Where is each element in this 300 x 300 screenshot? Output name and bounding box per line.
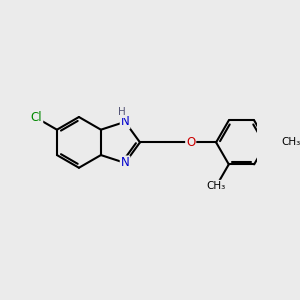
Text: N: N xyxy=(121,156,129,170)
Text: H: H xyxy=(118,107,126,117)
Text: CH₃: CH₃ xyxy=(207,181,226,191)
Text: CH₃: CH₃ xyxy=(282,137,300,147)
Text: N: N xyxy=(121,116,129,128)
Text: Cl: Cl xyxy=(31,111,42,124)
Text: O: O xyxy=(186,136,195,149)
